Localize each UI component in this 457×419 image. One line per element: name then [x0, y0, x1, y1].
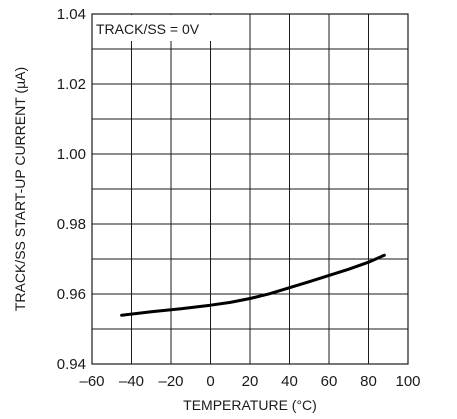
plot-frame-rect — [91, 13, 409, 365]
x-tick-label: –40 — [119, 373, 144, 390]
x-tick-label: 0 — [206, 373, 214, 390]
y-tick-label: 0.94 — [57, 356, 86, 373]
x-tick-label: 40 — [281, 373, 298, 390]
series-curve — [120, 253, 386, 317]
x-tick-label: 60 — [321, 373, 338, 390]
x-tick-label: –60 — [79, 373, 104, 390]
y-axis-label: TRACK/SS START-UP CURRENT (µA) — [12, 67, 28, 311]
x-tick-label: 80 — [360, 373, 377, 390]
y-tick-label: 1.04 — [57, 6, 86, 23]
grid — [91, 13, 409, 365]
y-tick-labels: 0.94 0.96 0.98 1.00 1.02 1.04 — [57, 6, 86, 373]
x-tick-label: –20 — [158, 373, 183, 390]
x-tick-labels: –60 –40 –20 0 20 40 60 80 100 — [79, 373, 420, 390]
y-tick-label: 1.02 — [57, 76, 86, 93]
annotation-text: TRACK/SS = 0V — [96, 21, 200, 37]
y-tick-label: 0.98 — [57, 216, 86, 233]
x-tick-label: 100 — [395, 373, 420, 390]
x-tick-label: 20 — [242, 373, 259, 390]
annotation-box: TRACK/SS = 0V — [93, 15, 223, 41]
series-line — [120, 253, 386, 317]
y-tick-label: 1.00 — [57, 146, 86, 163]
plot-frame — [91, 13, 409, 365]
x-axis-label: TEMPERATURE (°C) — [183, 397, 317, 413]
annotation-background — [93, 15, 223, 41]
y-tick-label: 0.96 — [57, 286, 86, 303]
